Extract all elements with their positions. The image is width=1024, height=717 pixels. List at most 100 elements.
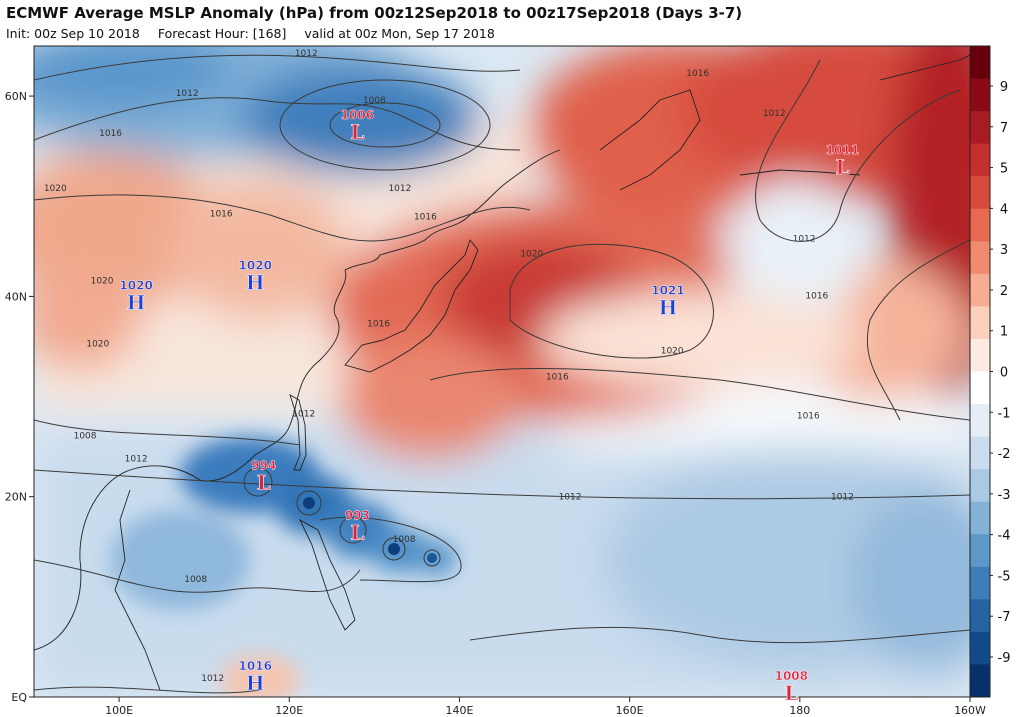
colorbar-label: 4	[1000, 202, 1008, 217]
map-title: ECMWF Average MSLP Anomaly (hPa) from 00…	[6, 4, 743, 22]
pressure-value: 1016	[239, 659, 272, 673]
contour-label: 1012	[388, 184, 411, 194]
colorbar-label: 3	[1000, 243, 1008, 258]
colorbar-swatch	[970, 534, 990, 568]
lat-tick-label: EQ	[11, 691, 27, 704]
pressure-value: 1021	[651, 283, 684, 297]
pressure-letter: L	[835, 155, 849, 179]
contour-label: 1008	[363, 96, 386, 106]
colorbar-swatch	[970, 469, 990, 503]
colorbar-swatch	[970, 143, 990, 177]
contour-label: 1012	[125, 455, 148, 465]
longitude-axis: 100E 120E 140E 160E 180 160W	[105, 697, 986, 717]
colorbar-label: -7	[998, 610, 1011, 625]
map-subtitle: Init: 00z Sep 10 2018 Forecast Hour: [16…	[6, 26, 509, 41]
colorbar-label: 2	[1000, 284, 1008, 299]
contour-label: 1016	[414, 212, 437, 222]
colorbar-label: -3	[998, 488, 1011, 503]
init-time: Init: 00z Sep 10 2018	[6, 26, 140, 41]
contour-labels: 1012 1012 1008 1016 1016 1012 1012 1016 1016 1020…	[44, 49, 854, 684]
colorbar-label: -4	[998, 529, 1011, 544]
colorbar-swatch	[970, 338, 990, 372]
coastlines	[34, 54, 970, 691]
pressure-value: 1020	[119, 278, 152, 292]
pressure-value: 1011	[826, 143, 859, 157]
contour-label: 1016	[797, 412, 820, 422]
pressure-letter: H	[246, 671, 265, 695]
lon-tick-label: 120E	[275, 704, 303, 717]
colorbar-swatch	[970, 78, 990, 112]
colorbar-swatch	[970, 631, 990, 665]
contour-label: 1012	[831, 493, 854, 503]
pressure-value: 1006	[341, 108, 374, 122]
contour-label: 1008	[393, 535, 416, 545]
contour-label: 1012	[176, 89, 199, 99]
lon-tick-label: 180	[789, 704, 810, 717]
pressure-letter: L	[350, 521, 364, 545]
contour-label: 1020	[661, 346, 684, 356]
colorbar-label: -5	[998, 569, 1011, 584]
contour-label: 1016	[367, 319, 390, 329]
lat-tick-label: 40N	[5, 290, 27, 303]
contour-label: 1016	[210, 209, 233, 219]
contour-label: 1020	[44, 184, 67, 194]
pressure-letter: H	[246, 270, 265, 294]
colorbar-swatch	[970, 208, 990, 242]
lon-tick-label: 160W	[954, 704, 986, 717]
colorbar-swatch	[970, 111, 990, 145]
contour-label: 1008	[74, 432, 97, 442]
colorbar-label: -1	[998, 406, 1011, 421]
lon-tick-label: 140E	[445, 704, 473, 717]
pressure-letter: H	[127, 290, 146, 314]
pressure-value: 994	[251, 459, 276, 473]
contour-label: 1012	[763, 109, 786, 119]
pressure-value: 1020	[239, 258, 272, 272]
colorbar-label: 7	[1000, 121, 1008, 136]
colorbar-swatch	[970, 241, 990, 275]
valid-time: valid at 00z Mon, Sep 17 2018	[304, 26, 495, 41]
colorbar-swatch	[970, 664, 990, 698]
lat-tick-label: 20N	[5, 491, 27, 504]
colorbar-swatch	[970, 436, 990, 470]
contour-label: 1012	[295, 49, 318, 59]
colorbar-label: -9	[998, 651, 1011, 666]
contour-label: 1012	[559, 493, 582, 503]
contour-label: 1012	[292, 410, 315, 420]
contour-label: 1016	[546, 373, 569, 383]
colorbar-swatch	[970, 273, 990, 307]
pressure-letter: H	[658, 295, 677, 319]
contour-label: 1020	[520, 249, 543, 259]
contour-label: 1012	[201, 674, 224, 684]
lat-tick-label: 60N	[5, 90, 27, 103]
contour-label: 1016	[99, 129, 122, 139]
contour-label: 1012	[793, 234, 816, 244]
contour-label: 1008	[184, 575, 207, 585]
colorbar-label: 1	[1000, 325, 1008, 340]
colorbar-swatch	[970, 371, 990, 405]
colorbar-swatch	[970, 176, 990, 210]
colorbar-label: 5	[1000, 162, 1008, 177]
colorbar-swatch	[970, 306, 990, 340]
colorbar-swatch	[970, 501, 990, 535]
contour-label: 1016	[805, 291, 828, 301]
colorbar-swatch	[970, 599, 990, 633]
colorbar-label: -2	[998, 447, 1011, 462]
pressure-letter: L	[257, 471, 271, 495]
pressure-letter: L	[784, 681, 798, 705]
contour-label: 1020	[91, 276, 114, 286]
contour-label: 1016	[686, 69, 709, 79]
pressure-letter: L	[350, 120, 364, 144]
colorbar-swatch	[970, 46, 990, 80]
